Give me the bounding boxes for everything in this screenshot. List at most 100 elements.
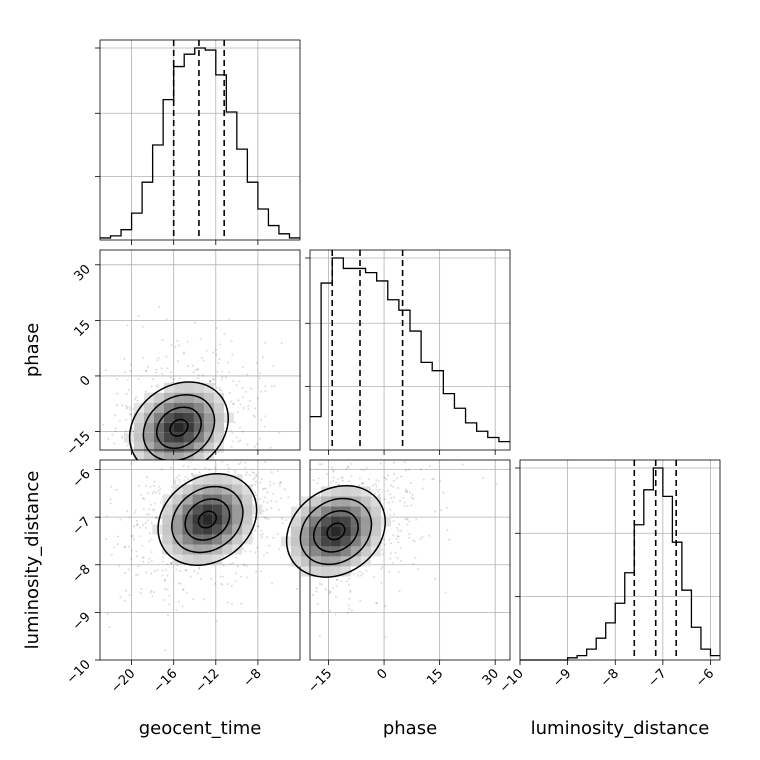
sample-point: [495, 483, 498, 486]
sample-point: [254, 494, 257, 497]
sample-point: [400, 475, 403, 478]
sample-point: [166, 574, 169, 577]
sample-point: [181, 605, 184, 608]
density-cell: [290, 556, 301, 567]
x-axis-label: luminosity_distance: [531, 718, 710, 739]
sample-point: [153, 480, 156, 483]
sample-point: [166, 563, 169, 566]
sample-point: [150, 590, 153, 593]
sample-point: [242, 407, 245, 410]
sample-point: [230, 602, 233, 605]
sample-point: [261, 356, 264, 359]
sample-point: [161, 569, 164, 572]
sample-point: [346, 611, 349, 614]
x-tick-label: −8: [598, 666, 622, 690]
sample-point: [222, 555, 225, 558]
sample-point: [318, 494, 321, 497]
sample-point: [359, 570, 362, 573]
sample-point: [409, 481, 412, 484]
y-axis-label: luminosity_distance: [22, 471, 43, 650]
sample-point: [111, 433, 114, 436]
sample-point: [372, 484, 375, 487]
density-cell: [153, 402, 164, 413]
panel-border: [519, 459, 721, 661]
sample-point: [240, 461, 243, 464]
sample-point: [332, 469, 335, 472]
sample-point: [226, 464, 229, 467]
sample-point: [239, 439, 242, 442]
density-cell: [182, 484, 193, 495]
sample-point: [392, 519, 395, 522]
sample-point: [130, 462, 133, 465]
sample-point: [234, 471, 237, 474]
sample-point: [126, 510, 129, 513]
sample-point: [280, 497, 283, 500]
density-cell: [133, 442, 144, 453]
sample-point: [248, 399, 251, 402]
sample-point: [153, 570, 156, 573]
sample-point: [378, 488, 381, 491]
sample-point: [152, 490, 155, 493]
sample-point: [107, 437, 110, 440]
sample-point: [151, 595, 154, 598]
sample-point: [125, 392, 128, 395]
density-cell: [320, 536, 331, 547]
sample-point: [395, 527, 398, 530]
contour-line: [184, 498, 231, 541]
sample-point: [170, 486, 173, 489]
sample-point: [121, 435, 124, 438]
contour-line: [156, 406, 202, 450]
contour-line: [326, 522, 346, 541]
sample-point: [127, 545, 130, 548]
sample-point: [396, 557, 399, 560]
density-cell: [203, 382, 214, 393]
density-cell: [153, 432, 164, 443]
density-cell: [370, 516, 381, 527]
sample-point: [238, 426, 241, 429]
sample-point: [249, 550, 252, 553]
density-cell: [370, 536, 381, 547]
sample-point: [281, 522, 284, 525]
sample-point: [115, 377, 118, 380]
density-cell: [222, 524, 233, 535]
sample-point: [149, 503, 152, 506]
sample-point: [109, 498, 112, 501]
sample-point: [245, 473, 248, 476]
sample-point: [396, 487, 399, 490]
panel-background: [100, 40, 300, 240]
density-cell: [213, 432, 224, 443]
sample-point: [264, 385, 267, 388]
density-cell: [340, 536, 351, 547]
sample-point: [152, 484, 155, 487]
density-cell: [242, 514, 253, 525]
sample-point: [371, 489, 374, 492]
sample-point: [410, 496, 413, 499]
sample-point: [440, 509, 443, 512]
sample-point: [234, 572, 237, 575]
sample-point: [161, 574, 164, 577]
sample-point: [130, 535, 133, 538]
sample-point: [345, 468, 348, 471]
sample-point: [257, 525, 260, 528]
sample-point: [340, 580, 343, 583]
sample-point: [347, 465, 350, 468]
sample-point: [227, 470, 230, 473]
sample-point: [276, 533, 279, 536]
y-tick-label: −15: [64, 429, 94, 459]
sample-point: [318, 635, 321, 638]
density-cell: [310, 496, 321, 507]
density-cell: [213, 392, 224, 403]
y-tick-label: −10: [64, 657, 94, 687]
sample-point: [350, 463, 353, 466]
sample-point: [341, 476, 344, 479]
sample-point: [135, 555, 138, 558]
sample-point: [234, 580, 237, 583]
sample-point: [383, 538, 386, 541]
sample-point: [118, 419, 121, 422]
sample-point: [230, 585, 233, 588]
sample-point: [399, 560, 402, 563]
sample-point: [412, 539, 415, 542]
sample-point: [151, 492, 154, 495]
sample-point: [389, 557, 392, 560]
